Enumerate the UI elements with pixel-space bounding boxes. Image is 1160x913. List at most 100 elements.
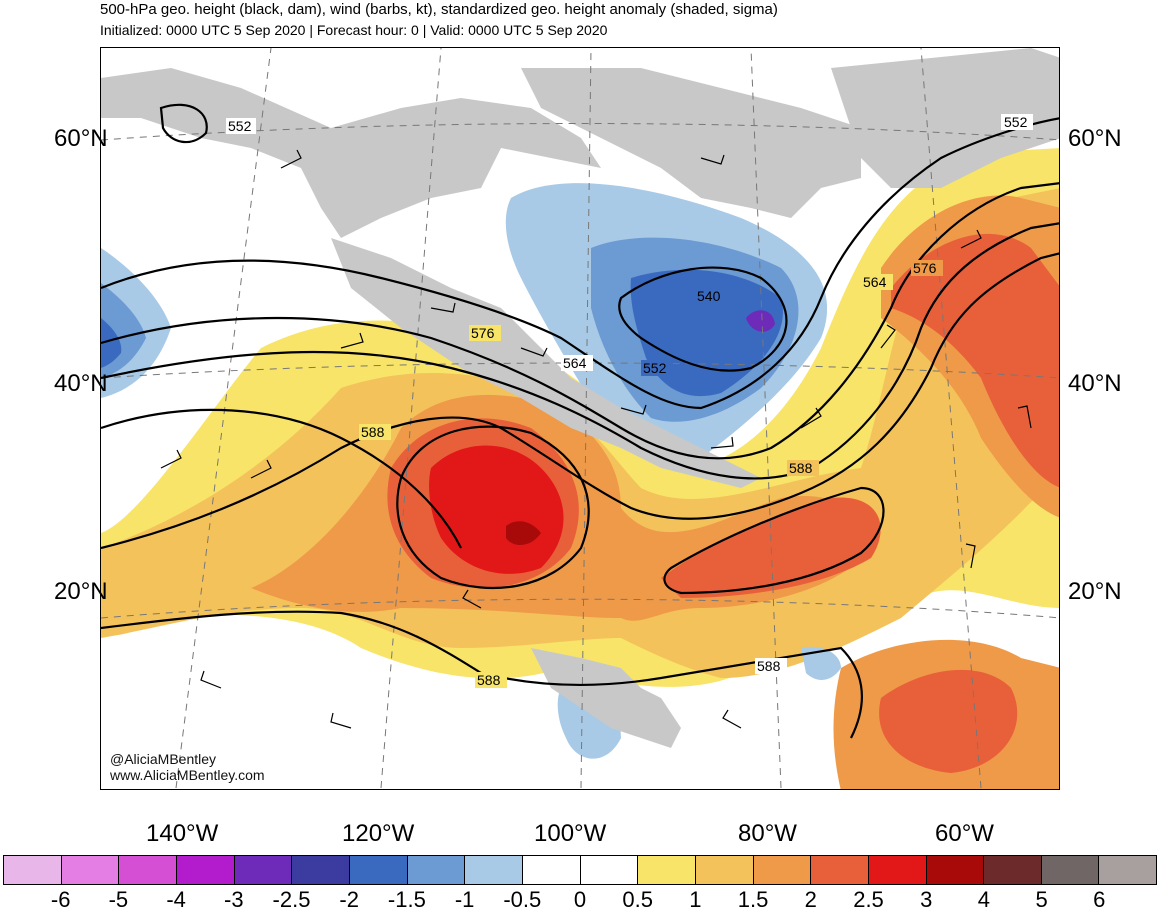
land-mexico-central-america	[531, 648, 681, 748]
contour-564	[101, 182, 1059, 460]
grid-line	[101, 598, 1059, 619]
anomaly-area-3	[506, 521, 541, 545]
contour-label: 540	[697, 288, 721, 304]
contour-label-bg	[226, 118, 256, 134]
colorbar-swatch	[868, 856, 927, 884]
anomaly-area-2-atlantic	[891, 234, 1059, 488]
lat-label-60n-left: 60°N	[54, 125, 108, 152]
lon-label-140w: 140°W	[146, 820, 219, 847]
colorbar-tick-label: 3	[920, 887, 933, 912]
wind-barb	[330, 712, 352, 729]
land-canadian-arctic	[521, 68, 861, 218]
colorbar-tick-label: -4	[166, 887, 186, 912]
colorbar-tick-label: -3	[224, 887, 244, 912]
contour-label: 576	[913, 260, 937, 276]
lon-label-60w: 60°W	[935, 820, 994, 847]
chart-subtitle: Initialized: 0000 UTC 5 Sep 2020 | Forec…	[100, 22, 608, 38]
contour-label: 552	[1004, 114, 1028, 130]
wind-barb	[520, 347, 548, 357]
contour-label-bg	[475, 672, 507, 688]
wind-barb	[800, 407, 822, 429]
contour-label: 588	[789, 460, 813, 476]
wind-barb	[160, 449, 182, 469]
contour-label-bg	[755, 658, 787, 674]
land-alaska-canada	[101, 68, 601, 238]
colorbar-swatch	[522, 856, 581, 884]
contour-label-bg	[695, 288, 725, 304]
colorbar-tick-label: 2.5	[853, 887, 884, 912]
contour-label: 588	[757, 658, 781, 674]
lon-label-80w: 80°W	[738, 820, 797, 847]
colorbar-swatch	[292, 856, 350, 884]
wind-barb	[620, 404, 647, 415]
wind-barbs	[160, 149, 1032, 729]
colorbar-tick-label: 0.5	[622, 887, 653, 912]
colorbar-swatch	[176, 856, 235, 884]
colorbar-swatch	[4, 856, 62, 884]
anomaly-shading	[101, 148, 1059, 789]
colorbar-tick-label: -2.5	[272, 887, 311, 912]
contour-540	[618, 266, 788, 372]
colorbar-tick-label: -2	[339, 887, 359, 912]
contour-label-group: 552 552 540 552 564 576 564 576 588 588 …	[226, 114, 1033, 688]
contour-label-bg	[359, 424, 391, 440]
map-panel: 552 552 540 552 564 576 564 576 588 588 …	[100, 47, 1060, 790]
grid-line	[920, 48, 982, 789]
colorbar-swatch	[926, 856, 985, 884]
lat-label-20n-right: 20°N	[1068, 578, 1122, 605]
colorbar-tick-label: 2	[804, 887, 817, 912]
colorbar-tick-label: 4	[977, 887, 991, 912]
contour-588	[101, 252, 1059, 550]
wind-barb	[722, 709, 742, 729]
colorbar-swatch	[1041, 856, 1100, 884]
credit-website: www.AliciaMBentley.com	[110, 767, 265, 783]
chart-title: 500-hPa geo. height (black, dam), wind (…	[100, 1, 778, 18]
wind-barb	[700, 154, 725, 165]
wind-barb	[710, 436, 734, 449]
contour-576	[101, 222, 1059, 480]
grid-line	[101, 362, 1059, 379]
colorbar-swatch	[1099, 856, 1157, 884]
wind-barb	[200, 670, 222, 689]
lat-label-40n-right: 40°N	[1068, 370, 1122, 397]
wind-barb	[960, 229, 982, 249]
anomaly-area-neg-2.5	[746, 310, 775, 332]
height-contours	[101, 103, 1059, 739]
contour-label-bg	[861, 274, 893, 290]
contour-label-bg	[641, 360, 673, 376]
colorbar-tick-label: -0.5	[503, 887, 542, 912]
colorbar-tick-label: 5	[1035, 887, 1048, 912]
colorbar-swatch	[349, 856, 408, 884]
colorbar-tick-label: 6	[1093, 887, 1106, 912]
anomaly-area-neg-1.5-pacific	[101, 318, 122, 368]
wind-barb	[1017, 405, 1032, 429]
contour-label-bg	[1001, 114, 1033, 130]
colorbar-tick-label: 1	[689, 887, 702, 912]
colorbar-swatch	[753, 856, 812, 884]
wind-barb	[250, 459, 272, 479]
colorbar-swatch	[119, 856, 177, 884]
contour-588-gulf	[663, 486, 885, 595]
colorbar-swatch	[811, 856, 869, 884]
lat-label-60n-right: 60°N	[1068, 125, 1122, 152]
land-greenland	[831, 48, 1059, 188]
contour-label: 564	[563, 355, 587, 371]
contour-label: 564	[863, 274, 887, 290]
contour-588-high	[396, 425, 590, 590]
colorbar-tick-label: -5	[108, 887, 129, 912]
colorbar	[3, 855, 1157, 885]
contour-588-south	[101, 610, 863, 739]
contour-label: 576	[471, 325, 495, 341]
colorbar-swatch	[638, 856, 696, 884]
colorbar-tick-label: 0	[573, 887, 587, 912]
contour-label: 588	[477, 672, 501, 688]
contour-label: 552	[228, 118, 252, 134]
anomaly-area-neg-0.5-caribbean	[801, 646, 841, 680]
wind-barb	[965, 543, 976, 569]
contour-label-bg	[561, 355, 593, 371]
anomaly-area-2-caribbean	[879, 669, 1018, 773]
contour-label: 588	[361, 424, 385, 440]
colorbar-tick-label: -1.5	[387, 887, 426, 912]
colorbar-swatch	[984, 856, 1042, 884]
credit-handle: @AliciaMBentley	[110, 751, 217, 767]
